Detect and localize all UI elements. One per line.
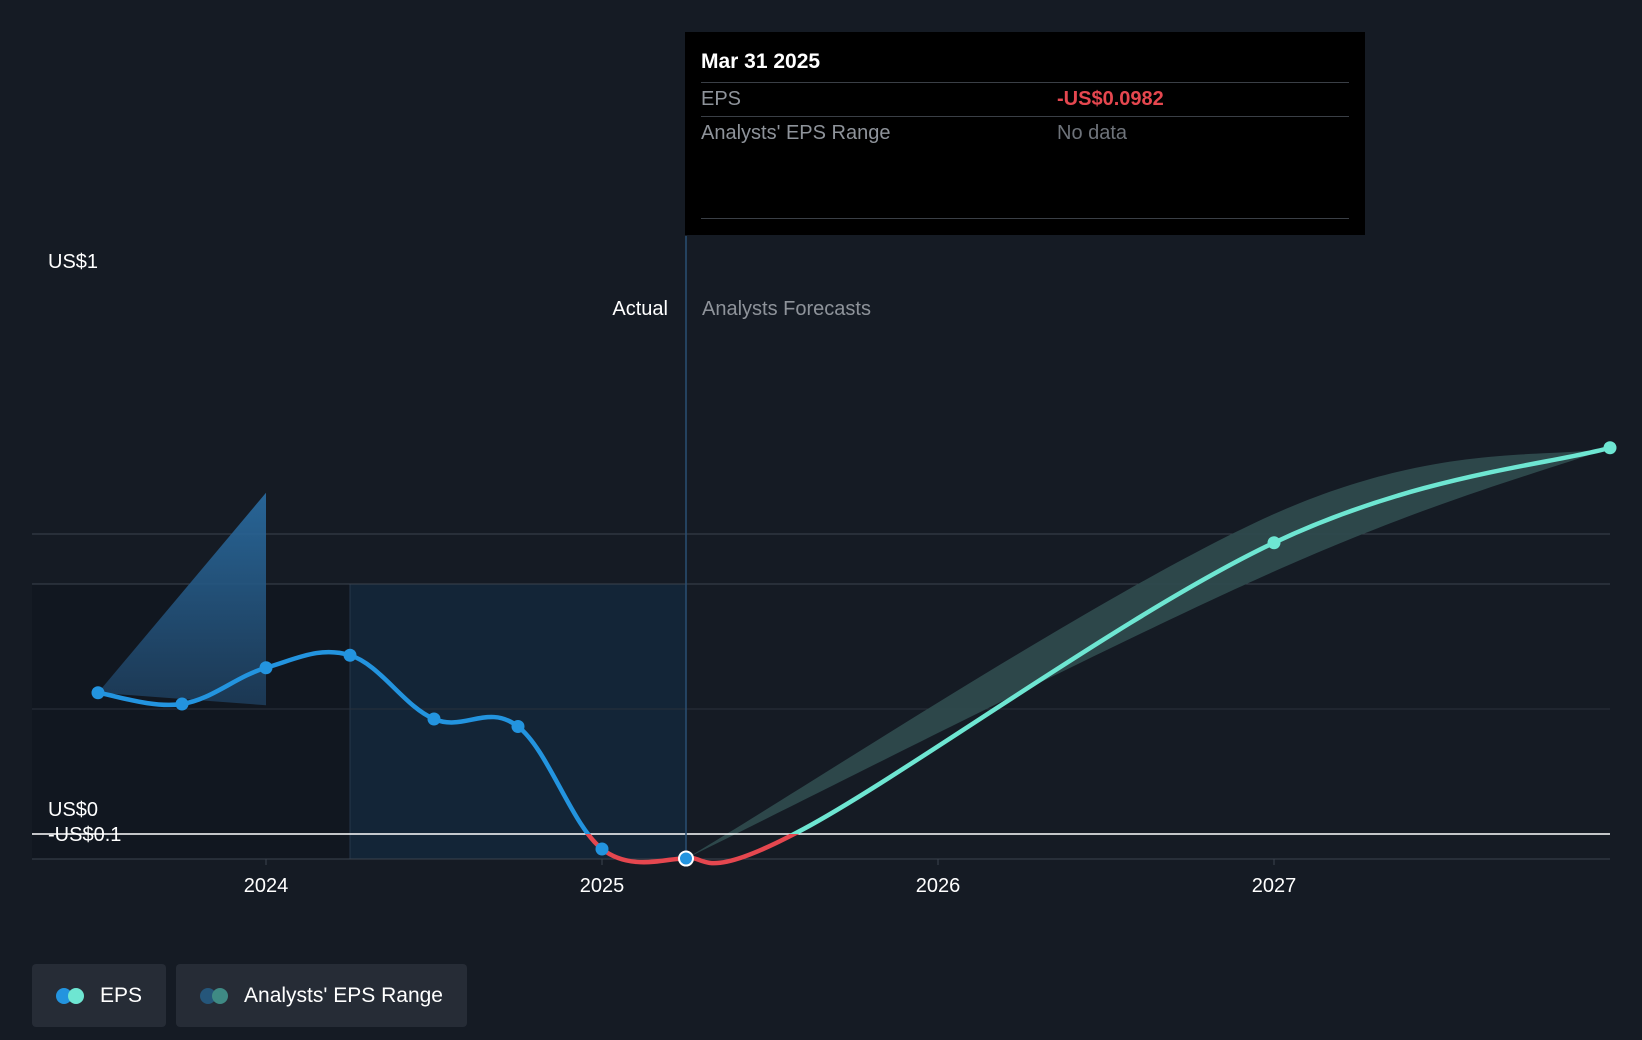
eps-forecast-point[interactable] xyxy=(1603,441,1617,455)
legend-range-label: Analysts' EPS Range xyxy=(244,983,443,1007)
forecast-range-band xyxy=(686,447,1610,859)
tooltip-divider xyxy=(701,218,1349,219)
eps-forecast-point[interactable] xyxy=(1267,536,1281,550)
actual-section-label: Actual xyxy=(612,298,668,320)
eps-legend-icon xyxy=(56,987,86,1004)
series-lines xyxy=(97,445,1611,866)
legend-range-button[interactable]: Analysts' EPS Range xyxy=(176,964,467,1027)
tooltip-range-row: Analysts' EPS Range No data xyxy=(701,117,1349,150)
eps-actual-point[interactable] xyxy=(259,661,273,675)
forecast-section-label: Analysts Forecasts xyxy=(702,298,871,320)
eps-actual-point[interactable] xyxy=(511,720,525,733)
range-legend-icon xyxy=(200,987,230,1004)
tooltip-range-value: No data xyxy=(1057,122,1128,144)
y-tick-label: US$1 xyxy=(48,251,98,273)
y-axis-labels: US$1 US$0 -US$0.1 xyxy=(48,251,121,846)
x-tick-label: 2026 xyxy=(916,875,961,897)
tooltip-eps-value: -US$0.0982 xyxy=(1057,88,1164,110)
x-tick-label: 2027 xyxy=(1252,875,1297,897)
eps-forecast-negative-line xyxy=(685,834,799,866)
tooltip-range-label: Analysts' EPS Range xyxy=(701,122,891,144)
eps-actual-point[interactable] xyxy=(595,842,609,856)
past-range-band xyxy=(98,492,266,706)
tooltip-eps-label: EPS xyxy=(701,88,742,110)
legend: EPS Analysts' EPS Range xyxy=(32,964,467,1027)
eps-actual-point[interactable] xyxy=(678,850,694,867)
eps-actual-point[interactable] xyxy=(175,697,189,711)
eps-actual-point[interactable] xyxy=(427,712,441,726)
y-tick-label: US$0 xyxy=(48,799,98,821)
x-tick-label: 2024 xyxy=(244,875,289,897)
y-tick-label: -US$0.1 xyxy=(48,824,121,846)
eps-forecast-line xyxy=(789,445,1611,834)
x-axis-labels: 2024 2025 2026 2027 xyxy=(244,859,1297,897)
legend-eps-button[interactable]: EPS xyxy=(32,964,167,1027)
eps-actual-point[interactable] xyxy=(343,648,357,662)
tooltip-eps-row: EPS -US$0.0982 xyxy=(701,83,1349,117)
eps-actual-negative-line xyxy=(585,834,687,865)
legend-eps-label: EPS xyxy=(100,983,143,1007)
series-points xyxy=(91,441,1617,867)
eps-actual-point[interactable] xyxy=(91,686,105,700)
tooltip: Mar 31 2025 EPS -US$0.0982 Analysts' EPS… xyxy=(685,32,1365,235)
tooltip-date: Mar 31 2025 xyxy=(701,32,1349,83)
x-tick-label: 2025 xyxy=(580,875,625,897)
eps-actual-line xyxy=(97,649,591,834)
